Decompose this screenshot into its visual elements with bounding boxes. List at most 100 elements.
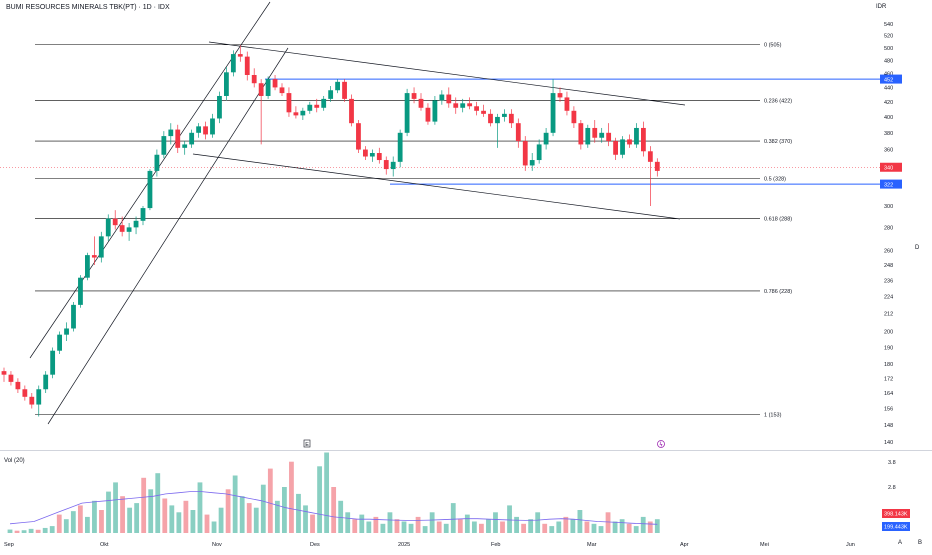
volume-bar[interactable]	[514, 516, 519, 533]
volume-bar[interactable]	[584, 521, 590, 534]
candle-body[interactable]	[29, 396, 35, 405]
volume-bar[interactable]	[556, 521, 562, 534]
volume-bar[interactable]	[415, 516, 421, 533]
volume-bar[interactable]	[70, 511, 76, 533]
candle-body[interactable]	[328, 90, 334, 99]
volume-bar[interactable]	[134, 503, 140, 533]
volume-indicator-label[interactable]: Vol (20)	[4, 458, 25, 464]
volume-bar[interactable]	[260, 484, 266, 533]
candle-body[interactable]	[147, 170, 153, 209]
volume-bar[interactable]	[7, 529, 13, 533]
candle-body[interactable]	[585, 127, 591, 145]
candle-body[interactable]	[85, 255, 90, 278]
candle-body[interactable]	[356, 123, 361, 150]
volume-bar[interactable]	[190, 510, 196, 533]
volume-bar[interactable]	[535, 512, 541, 533]
candle-body[interactable]	[71, 304, 76, 329]
volume-bar[interactable]	[324, 452, 330, 534]
volume-bar[interactable]	[591, 523, 597, 533]
candle-body[interactable]	[453, 103, 459, 108]
candle-body[interactable]	[196, 126, 201, 133]
candle-body[interactable]	[363, 149, 368, 157]
volume-bar[interactable]	[401, 521, 407, 534]
candle-body[interactable]	[237, 54, 243, 57]
volume-bar[interactable]	[493, 512, 498, 533]
volume-bar[interactable]	[486, 519, 491, 533]
volume-bar[interactable]	[239, 496, 245, 533]
volume-bar[interactable]	[408, 523, 414, 533]
volume-bar[interactable]	[626, 523, 632, 533]
candle-body[interactable]	[182, 144, 188, 148]
volume-bar[interactable]	[359, 514, 365, 533]
volume-bar[interactable]	[542, 523, 548, 533]
volume-bar[interactable]	[387, 512, 393, 533]
volume-bar[interactable]	[310, 514, 315, 533]
volume-bar[interactable]	[281, 487, 287, 533]
volume-bar[interactable]	[232, 475, 238, 534]
volume-bar[interactable]	[352, 519, 358, 533]
volume-bar[interactable]	[528, 519, 534, 533]
volume-bar[interactable]	[267, 468, 273, 533]
candle-body[interactable]	[342, 81, 347, 99]
candle-body[interactable]	[397, 132, 403, 162]
volume-bar[interactable]	[183, 500, 189, 533]
candle-body[interactable]	[8, 374, 14, 382]
candle-body[interactable]	[279, 87, 285, 94]
candle-body[interactable]	[36, 389, 42, 405]
candle-body[interactable]	[620, 139, 625, 155]
volume-bar[interactable]	[331, 487, 337, 533]
volume-bar[interactable]	[345, 512, 351, 533]
candle-body[interactable]	[112, 218, 118, 226]
candle-body[interactable]	[432, 100, 438, 122]
candle-body[interactable]	[272, 79, 278, 88]
volume-bar[interactable]	[640, 516, 646, 533]
candle-body[interactable]	[300, 110, 306, 116]
candle-body[interactable]	[404, 93, 410, 133]
volume-bar[interactable]	[471, 521, 477, 534]
volume-bar[interactable]	[56, 514, 62, 533]
volume-bar[interactable]	[211, 521, 217, 534]
volume-bar[interactable]	[457, 519, 463, 533]
volume-bar[interactable]	[225, 489, 231, 533]
candle-body[interactable]	[578, 123, 584, 145]
volume-bar[interactable]	[303, 505, 308, 533]
volume-bar[interactable]	[380, 523, 386, 533]
volume-bar[interactable]	[422, 526, 428, 533]
candle-body[interactable]	[203, 126, 208, 135]
candle-body[interactable]	[258, 83, 264, 96]
candle-body[interactable]	[57, 334, 62, 351]
volume-bar[interactable]	[148, 489, 154, 533]
wedge-lower-line[interactable]	[192, 153, 681, 220]
candle-body[interactable]	[168, 129, 174, 137]
volume-bar[interactable]	[99, 510, 104, 533]
volume-bar[interactable]	[274, 500, 280, 533]
volume-ma-line[interactable]	[9, 491, 658, 525]
volume-bar[interactable]	[49, 526, 55, 533]
candle-body[interactable]	[78, 277, 83, 305]
candle-body[interactable]	[529, 160, 535, 166]
candle-body[interactable]	[189, 132, 195, 145]
candle-body[interactable]	[376, 153, 382, 161]
volume-bar[interactable]	[253, 507, 259, 533]
candle-body[interactable]	[98, 236, 104, 258]
candle-body[interactable]	[536, 144, 542, 161]
candle-body[interactable]	[647, 151, 653, 162]
candle-body[interactable]	[210, 118, 215, 135]
channel-lower-line[interactable]	[47, 47, 289, 425]
volume-bar[interactable]	[647, 521, 653, 534]
volume-bar[interactable]	[654, 519, 660, 533]
candle-body[interactable]	[91, 255, 97, 258]
candle-body[interactable]	[244, 56, 250, 75]
volume-bar[interactable]	[176, 512, 182, 533]
candle-body[interactable]	[224, 72, 229, 96]
earnings-marker[interactable]: E	[303, 439, 311, 448]
candle-body[interactable]	[383, 160, 389, 170]
volume-bar[interactable]	[500, 521, 505, 534]
candle-body[interactable]	[571, 110, 577, 124]
candle-body[interactable]	[502, 113, 507, 117]
volume-bar[interactable]	[92, 500, 97, 533]
volume-bar[interactable]	[443, 523, 449, 533]
candle-body[interactable]	[654, 161, 660, 171]
candle-body[interactable]	[425, 107, 431, 122]
